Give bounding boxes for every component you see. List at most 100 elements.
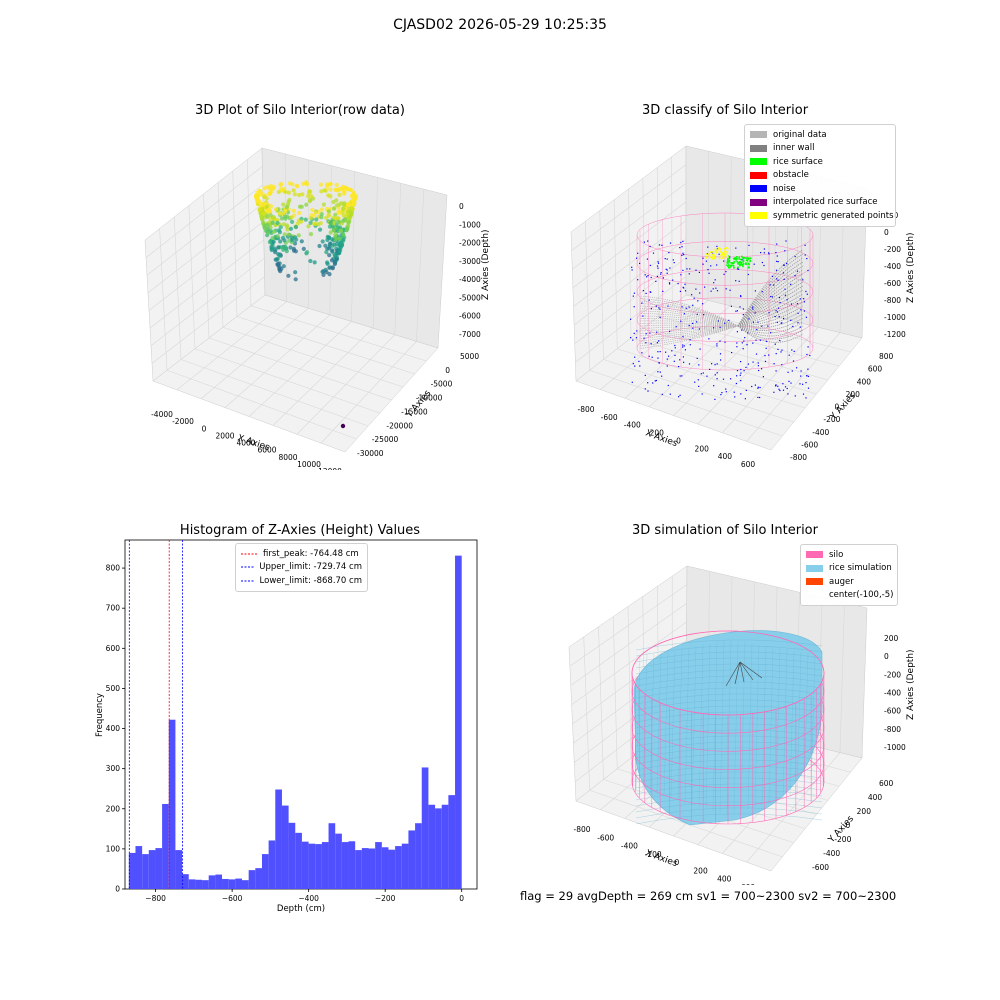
data-point <box>350 206 355 212</box>
rice-surface-point <box>742 261 745 263</box>
panel1-zlabel: Z Axies (Depth) <box>481 229 490 300</box>
noise-point <box>747 363 749 365</box>
data-point <box>300 192 305 197</box>
noise-point <box>790 319 792 321</box>
noise-point <box>741 342 743 344</box>
rice-mesh-line <box>782 649 788 800</box>
rice-mesh-line <box>768 647 774 804</box>
rice-surface-point <box>728 257 731 259</box>
rice-surface-point <box>742 260 745 262</box>
noise-point <box>683 313 685 315</box>
noise-point <box>641 352 643 354</box>
data-point <box>279 216 284 221</box>
noise-point <box>807 375 810 377</box>
panel1-xlabel: X Axies <box>236 433 271 453</box>
noise-point <box>713 385 715 387</box>
rice-surface-point <box>748 266 750 268</box>
rice-mesh-line <box>635 723 823 735</box>
noise-point <box>785 240 787 242</box>
noise-point <box>754 312 756 314</box>
data-point <box>276 245 281 250</box>
rice-mesh-line <box>733 641 739 814</box>
histogram-legend: first_peak: -764.48 cm Upper_limit: -729… <box>235 543 368 592</box>
noise-point <box>659 316 661 318</box>
tick-label: -25000 <box>372 435 399 444</box>
rice-surface-point <box>742 265 744 268</box>
symmetric-point <box>711 251 713 253</box>
rice-surface-point <box>734 257 736 259</box>
noise-point <box>747 332 749 334</box>
noise-point <box>706 375 708 377</box>
noise-point <box>800 375 802 377</box>
noise-point <box>782 272 785 274</box>
noise-point <box>740 368 742 371</box>
histogram-bar <box>135 846 143 889</box>
data-point <box>260 216 265 221</box>
histogram-bar <box>281 805 289 889</box>
grid-line <box>642 178 646 328</box>
original-data-trace <box>639 313 739 327</box>
noise-point <box>684 290 687 292</box>
data-point <box>262 186 267 191</box>
noise-point <box>650 291 652 293</box>
noise-point <box>723 273 725 275</box>
grid-line <box>232 170 238 317</box>
symmetric-point <box>713 256 716 259</box>
noise-point <box>655 280 657 282</box>
noise-point <box>660 272 662 274</box>
noise-point <box>668 282 671 284</box>
noise-point <box>650 343 652 345</box>
rice-mesh-line <box>663 650 669 798</box>
legend-swatch <box>750 158 767 166</box>
symmetric-point <box>709 251 712 253</box>
grid-line <box>630 337 817 395</box>
noise-point <box>669 393 671 395</box>
noise-point <box>633 292 635 294</box>
noise-point <box>707 246 709 248</box>
tick-label: 0 <box>459 202 464 211</box>
rice-surface-point <box>738 258 740 260</box>
noise-point <box>765 347 767 349</box>
grid-line <box>296 334 395 435</box>
noise-point <box>697 379 699 381</box>
noise-point <box>806 353 808 356</box>
data-point <box>257 188 262 193</box>
noise-point <box>644 388 646 390</box>
noise-point <box>736 310 738 312</box>
noise-point <box>649 245 651 247</box>
data-point <box>332 252 337 257</box>
noise-point <box>775 385 777 387</box>
tick-label: -2000 <box>459 239 481 248</box>
rice-mesh-line <box>635 687 823 699</box>
data-point <box>318 182 323 187</box>
histogram-bar <box>428 804 436 889</box>
noise-point <box>778 316 780 318</box>
noise-point <box>710 265 712 267</box>
tick-label: 12000 <box>318 467 342 470</box>
data-point <box>337 192 342 197</box>
noise-point <box>775 269 778 271</box>
rice-mesh-line <box>698 644 704 808</box>
data-point <box>284 205 289 210</box>
data-point <box>326 209 331 214</box>
legend-item-center: center(-100,-5) <box>806 589 893 603</box>
noise-point <box>779 340 781 342</box>
x-tick-label: −800 <box>145 894 166 903</box>
noise-point <box>661 393 663 395</box>
noise-point <box>752 308 754 310</box>
data-point <box>271 184 276 189</box>
noise-point <box>745 366 747 368</box>
noise-point <box>679 394 681 396</box>
rice-mesh-line <box>635 807 823 819</box>
noise-point <box>636 257 638 259</box>
tick-label: -400 <box>884 689 901 698</box>
noise-point <box>677 283 679 285</box>
noise-point <box>753 263 755 265</box>
grid-line <box>148 221 264 311</box>
noise-point <box>665 268 667 270</box>
data-point <box>319 215 324 220</box>
noise-point <box>740 372 742 374</box>
rice-surface-point <box>736 261 738 263</box>
noise-point <box>796 367 798 369</box>
legend-swatch <box>806 592 823 599</box>
